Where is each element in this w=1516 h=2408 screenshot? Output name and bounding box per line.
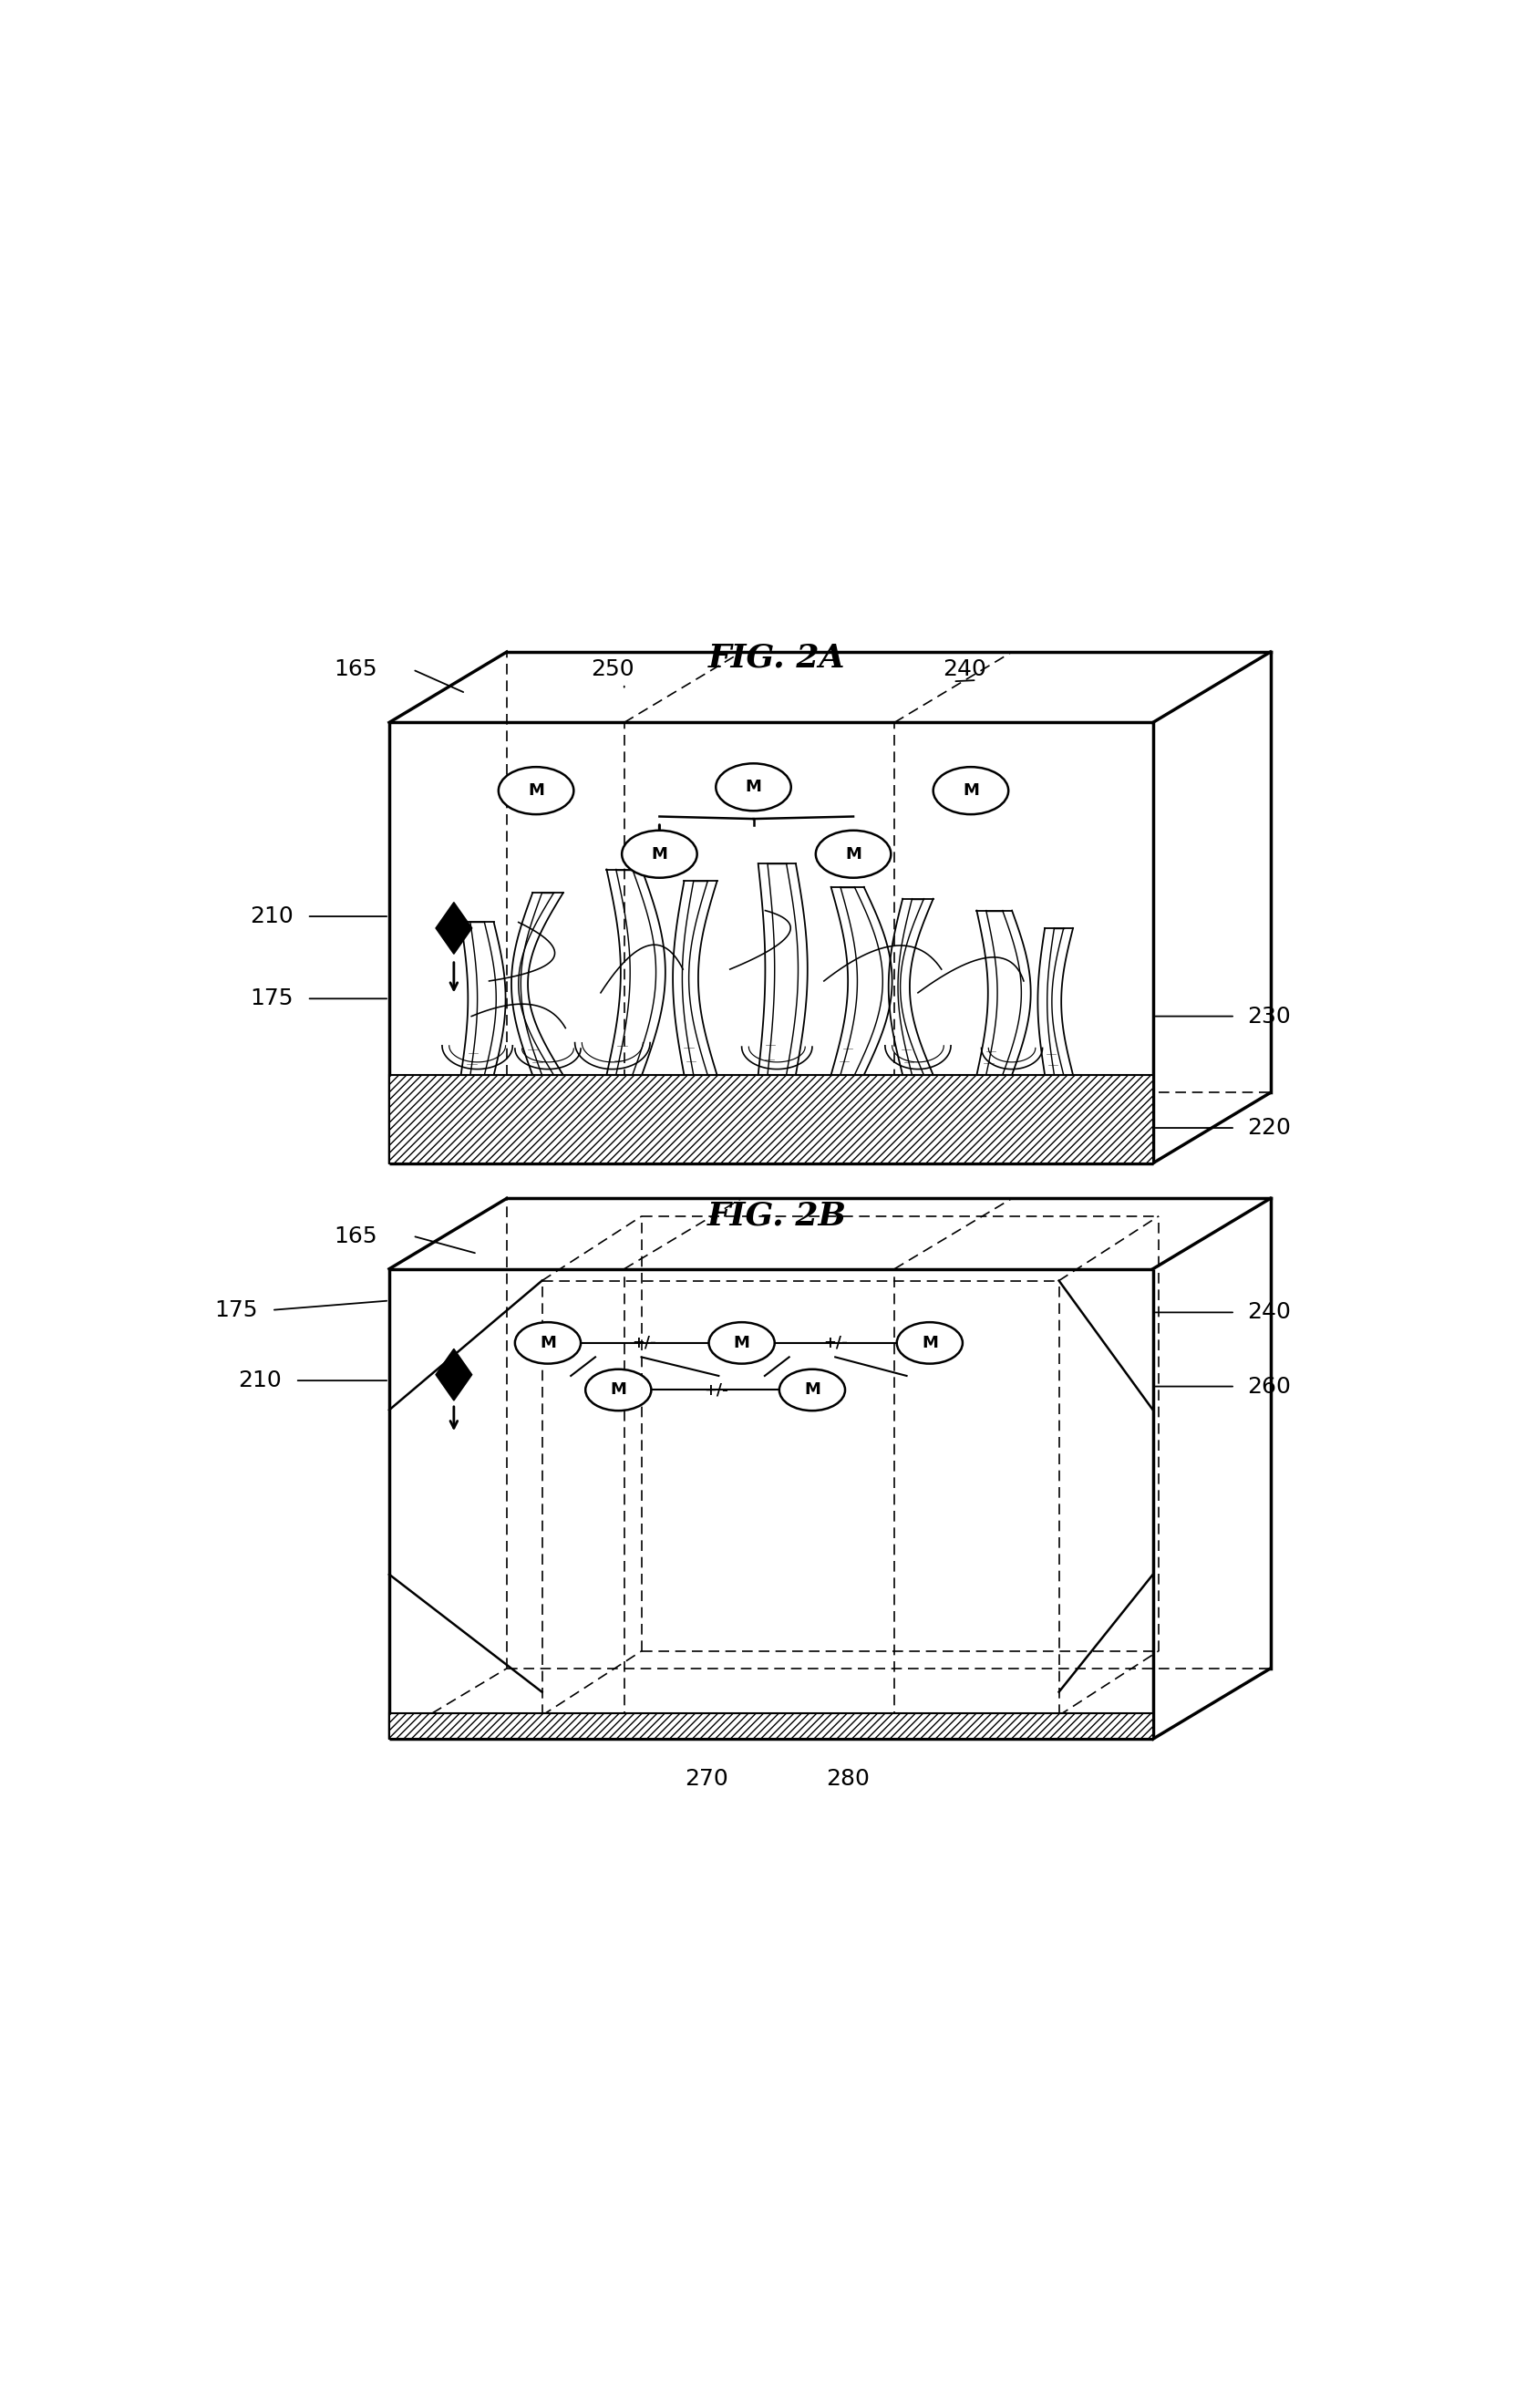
- Ellipse shape: [716, 763, 791, 811]
- Text: M: M: [803, 1382, 820, 1399]
- Text: M: M: [528, 783, 544, 799]
- Text: 270: 270: [685, 1767, 728, 1789]
- Text: FIG. 2B: FIG. 2B: [706, 1202, 847, 1230]
- Text: M: M: [652, 845, 667, 862]
- Text: FIG. 2A: FIG. 2A: [708, 643, 846, 674]
- Text: M: M: [846, 845, 861, 862]
- Text: 230: 230: [1248, 1004, 1290, 1028]
- Text: 240: 240: [1248, 1300, 1290, 1324]
- Text: 165: 165: [334, 1226, 377, 1247]
- Polygon shape: [435, 903, 471, 954]
- Text: M: M: [963, 783, 979, 799]
- Bar: [390, 1712, 1152, 1739]
- Ellipse shape: [709, 1322, 775, 1363]
- Text: 260: 260: [1248, 1375, 1290, 1397]
- Ellipse shape: [622, 831, 697, 879]
- Text: 175: 175: [215, 1298, 258, 1322]
- Text: +/-: +/-: [703, 1382, 728, 1399]
- Text: 240: 240: [943, 660, 987, 681]
- Bar: [390, 1712, 1152, 1739]
- Text: +/-: +/-: [823, 1334, 847, 1351]
- Ellipse shape: [585, 1370, 652, 1411]
- Text: 210: 210: [238, 1370, 282, 1392]
- Text: 250: 250: [591, 660, 634, 681]
- Ellipse shape: [816, 831, 891, 879]
- Text: 220: 220: [1248, 1117, 1290, 1139]
- Ellipse shape: [934, 768, 1008, 814]
- Ellipse shape: [499, 768, 573, 814]
- Ellipse shape: [515, 1322, 581, 1363]
- Text: M: M: [922, 1334, 938, 1351]
- Ellipse shape: [779, 1370, 844, 1411]
- Text: M: M: [540, 1334, 556, 1351]
- Text: 210: 210: [250, 905, 294, 927]
- Text: 280: 280: [826, 1767, 869, 1789]
- Ellipse shape: [897, 1322, 963, 1363]
- Text: M: M: [746, 778, 761, 795]
- Text: +/-: +/-: [632, 1334, 656, 1351]
- Text: 165: 165: [334, 660, 377, 681]
- Text: M: M: [611, 1382, 626, 1399]
- Bar: [390, 1074, 1152, 1163]
- Text: 175: 175: [250, 987, 294, 1009]
- Text: M: M: [734, 1334, 750, 1351]
- Bar: [390, 1074, 1152, 1163]
- Polygon shape: [435, 1348, 471, 1401]
